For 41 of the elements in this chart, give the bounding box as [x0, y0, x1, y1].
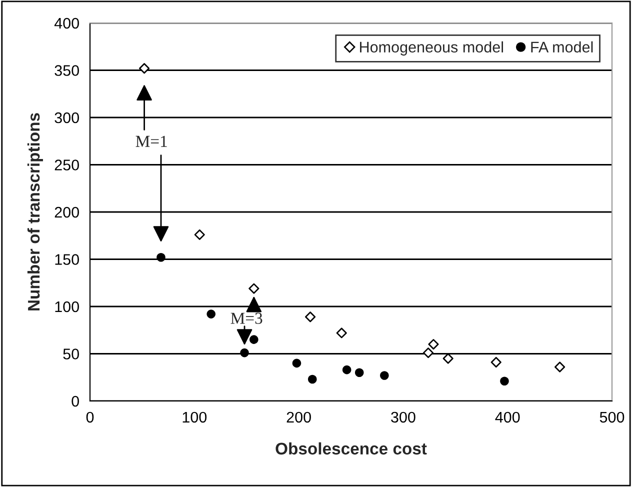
- point: [156, 252, 166, 262]
- y-tick-label: 400: [54, 18, 79, 29]
- point: [380, 371, 389, 380]
- point: [308, 374, 317, 384]
- point: [554, 362, 566, 372]
- y-tick-label: 0: [72, 396, 79, 407]
- x-tick-label: 100: [182, 412, 207, 423]
- point: [500, 376, 509, 386]
- point: [250, 335, 258, 344]
- point: [248, 283, 260, 294]
- x-axis-title: Obsolescence cost: [276, 442, 427, 455]
- point: [428, 339, 439, 350]
- y-tick-label: 350: [54, 65, 79, 76]
- annotation: M=3: [230, 312, 262, 324]
- legend-label: FA model: [531, 41, 593, 53]
- point: [194, 229, 205, 240]
- y-tick-label: 100: [55, 301, 79, 312]
- y-tick-label: 300: [54, 112, 79, 124]
- point: [442, 353, 454, 364]
- point: [354, 368, 364, 378]
- legend-label: Homogeneous model: [360, 41, 503, 56]
- y-tick-label: 50: [63, 348, 79, 360]
- x-tick-label: 200: [286, 412, 311, 423]
- y-axis-title: Number of transcriptions: [27, 113, 43, 310]
- y-tick-label: 150: [55, 254, 79, 265]
- y-tick-label: 200: [54, 206, 79, 218]
- x-tick-label: 300: [391, 412, 416, 423]
- point: [240, 348, 249, 358]
- point: [206, 310, 216, 318]
- point: [304, 312, 316, 322]
- point: [422, 348, 434, 358]
- x-tick-label: 500: [600, 412, 624, 423]
- x-tick-label: 0: [86, 412, 94, 423]
- x-tick-label: 400: [495, 412, 520, 423]
- point: [336, 328, 347, 338]
- point: [490, 356, 502, 368]
- annotation: M=1: [136, 136, 167, 147]
- y-tick-label: 250: [54, 160, 79, 170]
- point: [138, 63, 150, 74]
- point: [292, 358, 302, 368]
- point: [342, 365, 352, 374]
